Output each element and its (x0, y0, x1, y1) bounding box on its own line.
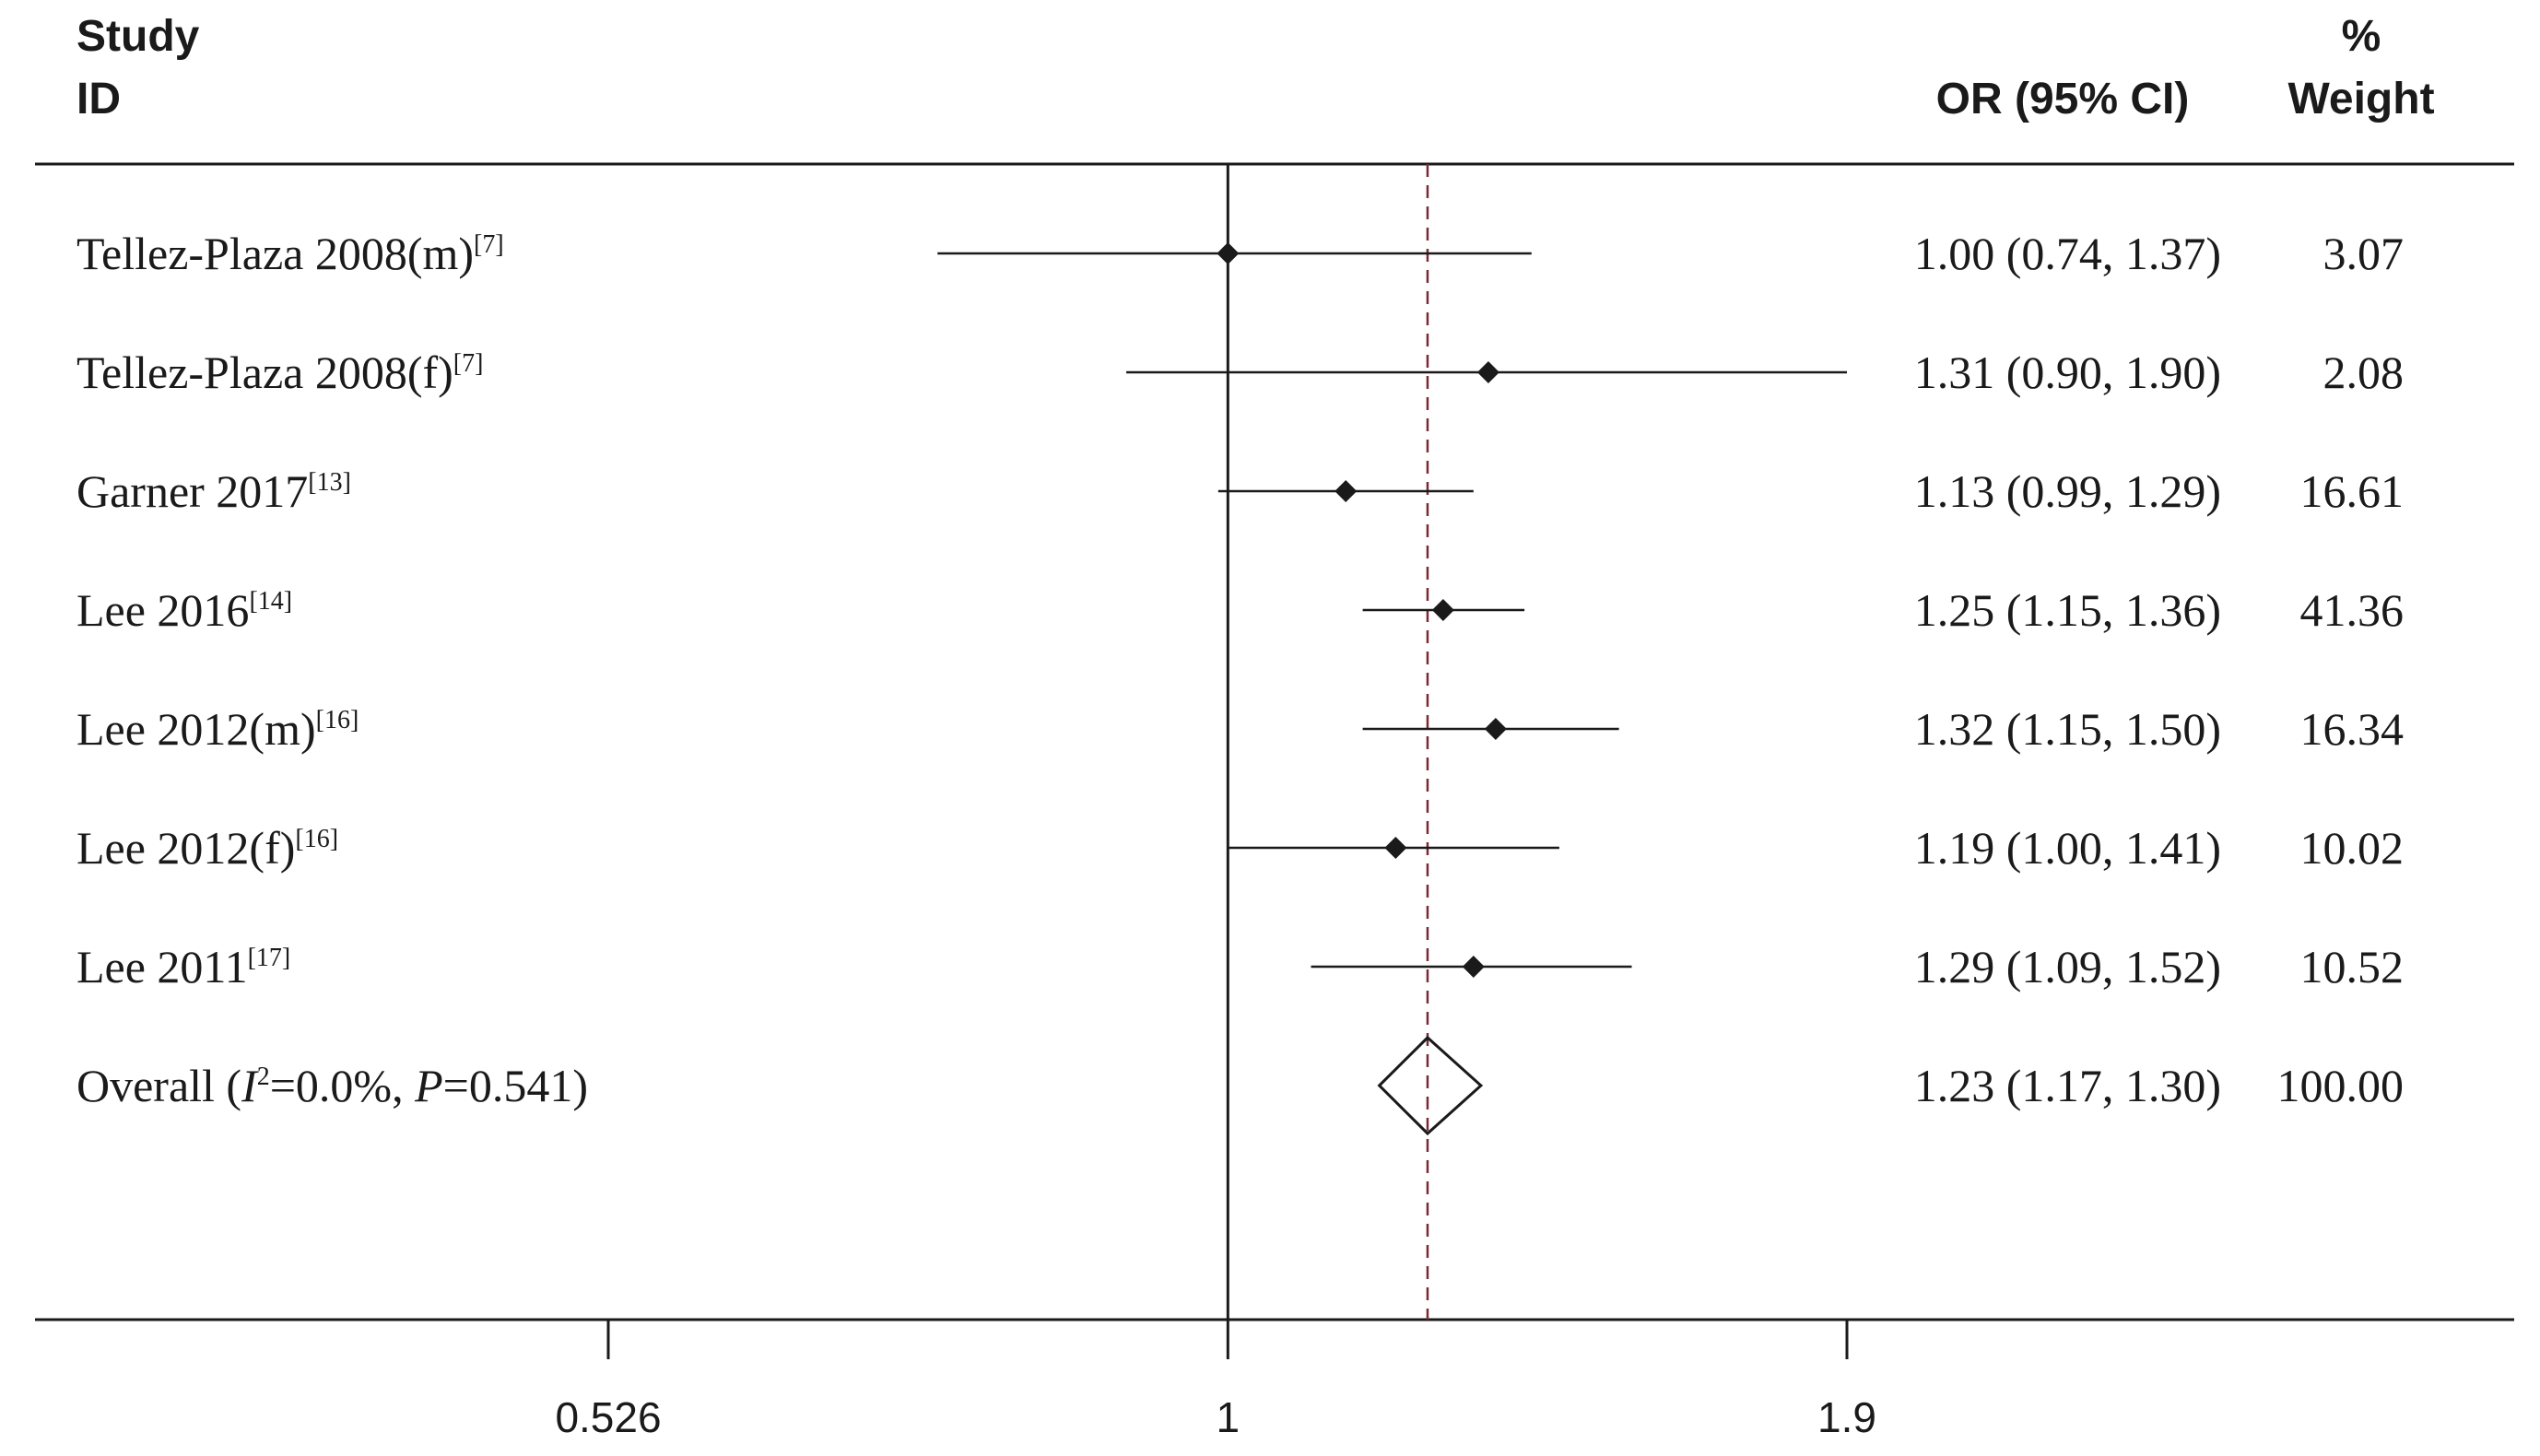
study-name: Lee 2016 (76, 584, 249, 636)
or-ci-value: 1.25 (1.15, 1.36) (1914, 584, 2221, 636)
point-estimate (1217, 242, 1240, 264)
study-row: Lee 2012(m)[16] 1.32 (1.15, 1.50) 16.34 (76, 703, 2404, 755)
heterogeneity-value: =0.0%, (270, 1060, 415, 1111)
p-value: =0.541) (443, 1060, 588, 1111)
reference-lines (1226, 164, 1429, 1320)
study-reference: [17] (248, 944, 291, 972)
study-name: Garner 2017 (76, 465, 308, 517)
study-reference: [14] (249, 587, 292, 616)
point-estimate (1431, 599, 1454, 621)
overall-row: Overall (I2=0.0%, P=0.541) 1.23 (1.17, 1.… (76, 1035, 2405, 1136)
point-estimate (1462, 956, 1485, 978)
header-weight: Weight (2287, 75, 2434, 123)
study-reference: [16] (316, 706, 359, 734)
study-label: Tellez-Plaza 2008(m)[7] (76, 228, 504, 279)
study-rows: Tellez-Plaza 2008(m)[7] 1.00 (0.74, 1.37)… (76, 228, 2404, 992)
weight-value: 16.61 (2300, 465, 2405, 517)
study-label: Garner 2017[13] (76, 465, 351, 517)
or-ci-value: 1.13 (0.99, 1.29) (1914, 465, 2221, 517)
overall-label: Overall (I2=0.0%, P=0.541) (76, 1060, 588, 1111)
or-ci-value: 1.00 (0.74, 1.37) (1914, 228, 2221, 279)
study-name: Tellez-Plaza 2008(m) (76, 228, 474, 279)
study-reference: [16] (295, 825, 338, 853)
x-tick-label: 1.9 (1817, 1393, 1876, 1441)
point-estimate (1384, 837, 1407, 859)
study-label: Tellez-Plaza 2008(f)[7] (76, 346, 483, 398)
study-name: Lee 2012(f) (76, 822, 295, 874)
axis-ticks: 0.526 1 1.9 (555, 1320, 1876, 1441)
study-label: Lee 2012(m)[16] (76, 703, 359, 755)
study-label: Lee 2012(f)[16] (76, 822, 338, 874)
p-symbol: P (414, 1060, 443, 1111)
point-estimate (1484, 718, 1507, 740)
study-label: Lee 2016[14] (76, 584, 292, 636)
study-row: Garner 2017[13] 1.13 (0.99, 1.29) 16.61 (76, 465, 2404, 517)
header-weight-percent: % (2342, 12, 2381, 61)
weight-value: 2.08 (2323, 346, 2405, 398)
study-name: Lee 2011 (76, 941, 248, 992)
overall-or-ci-value: 1.23 (1.17, 1.30) (1914, 1060, 2221, 1111)
study-row: Lee 2016[14] 1.25 (1.15, 1.36) 41.36 (76, 584, 2404, 636)
weight-value: 10.52 (2300, 941, 2405, 992)
overall-diamond (1377, 1035, 1484, 1136)
point-estimate (1476, 361, 1499, 383)
header-or-ci: OR (95% CI) (1936, 75, 2190, 123)
header: Study ID OR (95% CI) % Weight (76, 12, 2435, 123)
weight-value: 10.02 (2300, 822, 2405, 874)
study-name: Lee 2012(m) (76, 703, 316, 755)
or-ci-value: 1.31 (0.90, 1.90) (1914, 346, 2221, 398)
x-tick-label: 0.526 (555, 1393, 661, 1441)
or-ci-value: 1.19 (1.00, 1.41) (1914, 822, 2221, 874)
weight-value: 16.34 (2300, 703, 2405, 755)
study-label: Lee 2011[17] (76, 941, 290, 992)
or-ci-value: 1.32 (1.15, 1.50) (1914, 703, 2221, 755)
heterogeneity-symbol: I (241, 1060, 259, 1111)
study-reference: [13] (308, 468, 351, 497)
point-estimate (1335, 480, 1358, 502)
weight-value: 41.36 (2300, 584, 2405, 636)
header-id: ID (76, 75, 121, 123)
x-tick-label: 1 (1217, 1393, 1241, 1441)
study-row: Lee 2011[17] 1.29 (1.09, 1.52) 10.52 (76, 941, 2404, 992)
study-row: Lee 2012(f)[16] 1.19 (1.00, 1.41) 10.02 (76, 822, 2404, 874)
study-reference: [7] (474, 230, 504, 259)
weight-value: 3.07 (2323, 228, 2405, 279)
overall-prefix: Overall ( (76, 1060, 241, 1111)
or-ci-value: 1.29 (1.09, 1.52) (1914, 941, 2221, 992)
study-name: Tellez-Plaza 2008(f) (76, 346, 453, 398)
study-row: Tellez-Plaza 2008(m)[7] 1.00 (0.74, 1.37)… (76, 228, 2404, 279)
heterogeneity-exponent: 2 (257, 1063, 270, 1091)
overall-weight-value: 100.00 (2277, 1060, 2405, 1111)
header-study: Study (76, 12, 200, 61)
study-row: Tellez-Plaza 2008(f)[7] 1.31 (0.90, 1.90)… (76, 346, 2404, 398)
study-reference: [7] (453, 349, 484, 378)
